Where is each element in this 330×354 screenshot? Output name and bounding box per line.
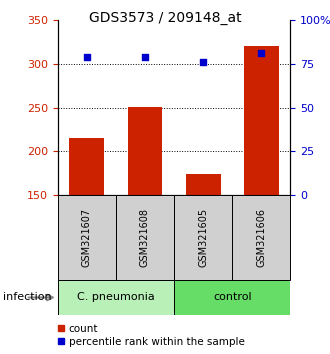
Bar xyxy=(58,280,174,315)
Point xyxy=(259,50,264,56)
Text: control: control xyxy=(213,292,251,303)
Bar xyxy=(232,195,290,280)
Bar xyxy=(58,195,116,280)
Text: infection: infection xyxy=(3,292,52,303)
Bar xyxy=(244,46,279,195)
Bar xyxy=(174,195,232,280)
Text: C. pneumonia: C. pneumonia xyxy=(77,292,155,303)
Bar xyxy=(69,138,104,195)
Legend: count, percentile rank within the sample: count, percentile rank within the sample xyxy=(56,324,245,347)
Bar xyxy=(174,280,290,315)
Bar xyxy=(116,195,174,280)
Text: GDS3573 / 209148_at: GDS3573 / 209148_at xyxy=(89,11,241,25)
Text: GSM321606: GSM321606 xyxy=(256,208,266,267)
Text: GSM321605: GSM321605 xyxy=(198,208,208,267)
Text: GSM321607: GSM321607 xyxy=(82,208,92,267)
Bar xyxy=(127,107,162,195)
Point xyxy=(201,59,206,65)
Bar xyxy=(186,174,221,195)
Text: GSM321608: GSM321608 xyxy=(140,208,150,267)
Point xyxy=(84,54,89,59)
Point xyxy=(142,54,148,59)
